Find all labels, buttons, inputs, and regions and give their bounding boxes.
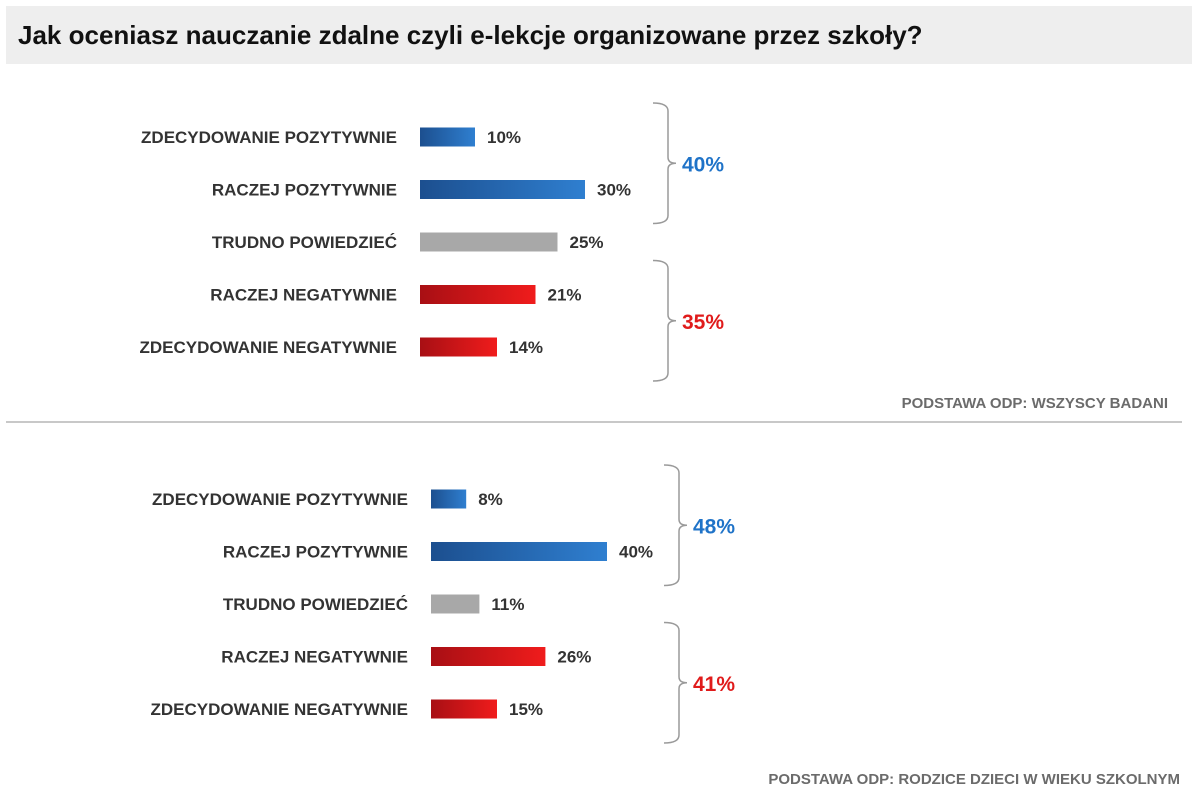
bar-neutral xyxy=(420,232,558,252)
value-label: 14% xyxy=(509,338,543,357)
value-label: 15% xyxy=(509,700,543,719)
value-label: 21% xyxy=(548,286,582,305)
value-label: 25% xyxy=(570,233,604,252)
group-bracket-positive xyxy=(652,102,677,225)
value-label: 30% xyxy=(597,181,631,200)
bar-negative xyxy=(431,699,497,719)
value-label: 40% xyxy=(619,543,653,562)
group-sum-label-negative: 41% xyxy=(693,673,735,696)
bar-positive xyxy=(431,489,467,509)
group-sum-label-positive: 40% xyxy=(682,153,724,176)
category-label: ZDECYDOWANIE POZYTYWNIE xyxy=(152,490,408,509)
bar-neutral xyxy=(431,594,480,614)
chart-panel-parents: ZDECYDOWANIE POZYTYWNIE 8% RACZEJ POZYTYWN… xyxy=(0,462,1200,802)
chart-all-respondents: ZDECYDOWANIE POZYTYWNIE 10% RACZEJ POZYTYW… xyxy=(139,102,724,382)
category-label: TRUDNO POWIEDZIEĆ xyxy=(223,595,408,614)
chart-panel-all-respondents: ZDECYDOWANIE POZYTYWNIE 10% RACZEJ POZYTYW… xyxy=(0,100,1200,440)
value-label: 10% xyxy=(487,128,521,147)
category-label: RACZEJ NEGATYWNIE xyxy=(221,648,408,667)
chart-parents: ZDECYDOWANIE POZYTYWNIE 8% RACZEJ POZYTYWN… xyxy=(150,464,735,744)
group-bracket-positive xyxy=(663,464,688,587)
category-label: RACZEJ POZYTYWNIE xyxy=(223,543,408,562)
bar-positive xyxy=(431,542,607,561)
category-label: ZDECYDOWANIE NEGATYWNIE xyxy=(150,700,408,719)
bar-positive xyxy=(420,180,585,199)
chart-title: Jak oceniasz nauczanie zdalne czyli e-le… xyxy=(18,20,923,50)
bar-negative xyxy=(420,337,497,357)
value-label: 11% xyxy=(491,595,524,614)
category-label: RACZEJ POZYTYWNIE xyxy=(212,181,397,200)
group-bracket-negative xyxy=(652,259,677,382)
chart-footnote: PODSTAWA ODP: RODZICE DZIECI W WIEKU SZK… xyxy=(768,771,1180,788)
bar-negative xyxy=(431,647,546,666)
chart-footnote: PODSTAWA ODP: WSZYSCY BADANI xyxy=(901,395,1168,412)
category-label: TRUDNO POWIEDZIEĆ xyxy=(212,233,397,252)
category-label: ZDECYDOWANIE POZYTYWNIE xyxy=(141,128,397,147)
category-label: ZDECYDOWANIE NEGATYWNIE xyxy=(139,338,397,357)
title-bar: Jak oceniasz nauczanie zdalne czyli e-le… xyxy=(6,6,1192,64)
value-label: 26% xyxy=(557,648,591,667)
section-divider xyxy=(6,421,1182,423)
bar-negative xyxy=(420,285,536,304)
bar-positive xyxy=(420,127,475,147)
group-sum-label-positive: 48% xyxy=(693,515,735,538)
group-bracket-negative xyxy=(663,621,688,744)
value-label: 8% xyxy=(478,490,503,509)
group-sum-label-negative: 35% xyxy=(682,311,724,334)
category-label: RACZEJ NEGATYWNIE xyxy=(210,286,397,305)
